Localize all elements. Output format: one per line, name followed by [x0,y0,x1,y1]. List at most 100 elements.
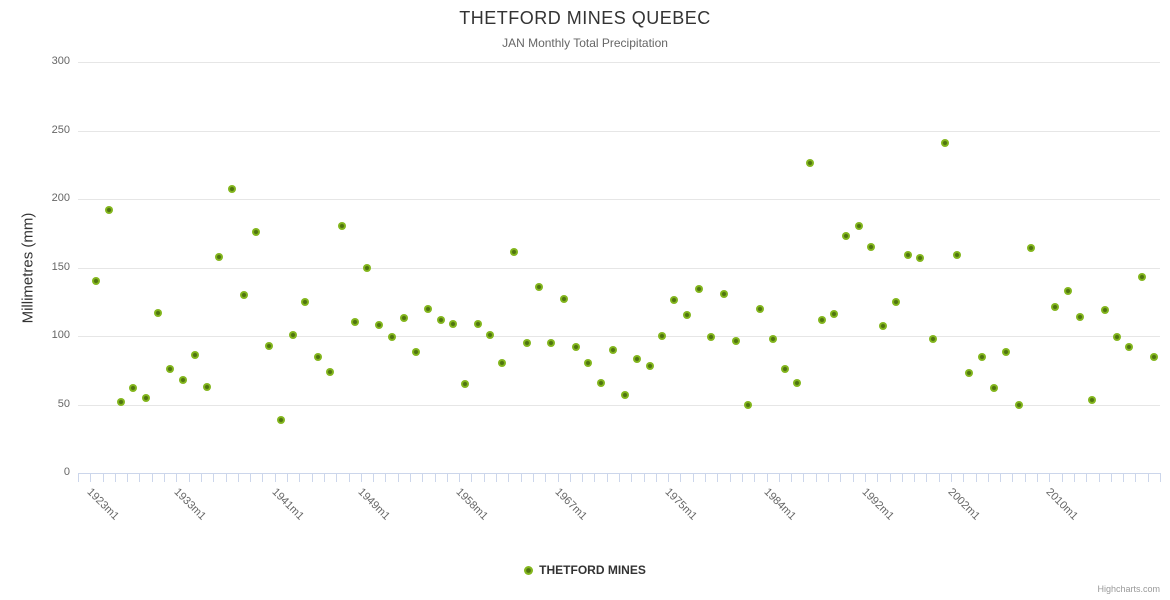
data-point[interactable] [965,368,974,377]
data-point[interactable] [1002,348,1011,357]
data-point[interactable] [166,364,175,373]
x-tick [877,473,879,482]
data-point[interactable] [141,393,150,402]
x-tick [1037,473,1039,482]
data-point[interactable] [387,333,396,342]
data-point[interactable] [621,390,630,399]
data-point[interactable] [338,222,347,231]
data-point[interactable] [817,315,826,324]
data-point[interactable] [424,304,433,313]
data-point[interactable] [854,222,863,231]
data-point[interactable] [719,289,728,298]
data-point[interactable] [227,185,236,194]
data-point[interactable] [842,231,851,240]
data-point[interactable] [510,248,519,257]
data-point[interactable] [498,359,507,368]
data-point[interactable] [178,375,187,384]
data-point[interactable] [633,355,642,364]
data-point[interactable] [977,352,986,361]
data-point[interactable] [264,341,273,350]
data-point[interactable] [596,378,605,387]
data-point[interactable] [1137,273,1146,282]
x-tick [1160,473,1161,482]
data-point[interactable] [485,330,494,339]
data-point[interactable] [940,138,949,147]
data-point[interactable] [1100,305,1109,314]
data-point[interactable] [313,352,322,361]
data-point[interactable] [203,382,212,391]
data-point[interactable] [658,332,667,340]
data-point[interactable] [1125,342,1134,351]
data-point[interactable] [830,310,839,319]
data-point[interactable] [916,253,925,262]
data-point[interactable] [522,338,531,347]
data-point[interactable] [153,308,162,317]
data-point[interactable] [682,311,691,320]
data-point[interactable] [129,384,138,393]
data-point[interactable] [473,319,482,328]
data-point[interactable] [1051,303,1060,312]
data-point[interactable] [117,397,126,406]
data-point[interactable] [879,322,888,331]
x-tick [237,473,239,482]
data-point[interactable] [215,252,224,261]
data-point[interactable] [953,251,962,260]
data-point[interactable] [547,338,556,347]
data-point[interactable] [608,345,617,354]
data-point[interactable] [571,342,580,351]
x-tick [360,473,362,482]
data-point[interactable] [1014,400,1023,409]
y-tick-label: 150 [51,260,70,273]
data-point[interactable] [375,321,384,330]
data-point[interactable] [276,415,285,424]
data-point[interactable] [399,314,408,323]
x-tick-label: 1941m1 [269,486,306,523]
data-point[interactable] [990,384,998,393]
data-point[interactable] [903,251,912,260]
data-point[interactable] [867,242,876,251]
data-point[interactable] [449,319,457,328]
data-point[interactable] [559,295,568,303]
data-point[interactable] [793,378,802,387]
data-point[interactable] [362,263,371,272]
data-point[interactable] [239,290,248,299]
data-point[interactable] [707,333,716,342]
data-point[interactable] [104,205,113,214]
x-tick [1012,473,1014,482]
data-point[interactable] [780,364,789,373]
legend-item[interactable]: THETFORD MINES [0,563,1170,577]
x-tick-label: 1984m1 [761,486,798,523]
data-point[interactable] [92,277,101,286]
data-point[interactable] [412,348,421,357]
data-point[interactable] [535,282,544,291]
data-point[interactable] [731,337,740,346]
data-point[interactable] [326,367,335,376]
data-point[interactable] [1026,244,1035,253]
data-point[interactable] [1076,312,1085,321]
data-point[interactable] [756,304,765,313]
data-point[interactable] [744,400,753,409]
data-point[interactable] [190,351,199,360]
data-point[interactable] [1088,396,1097,405]
grid-line [78,404,1160,406]
data-point[interactable] [584,359,593,368]
data-point[interactable] [289,330,298,339]
data-point[interactable] [461,379,470,388]
data-point[interactable] [1063,286,1072,295]
data-point[interactable] [694,285,703,294]
data-point[interactable] [928,334,937,343]
x-tick [1024,473,1026,482]
x-tick [188,473,190,482]
highcharts-credits[interactable]: Highcharts.com [1097,584,1160,594]
data-point[interactable] [1149,352,1158,361]
data-point[interactable] [1112,333,1121,342]
data-point[interactable] [350,318,359,327]
data-point[interactable] [768,334,777,343]
data-point[interactable] [891,297,900,306]
data-point[interactable] [670,296,679,305]
data-point[interactable] [805,159,814,168]
data-point[interactable] [436,315,445,324]
data-point[interactable] [301,297,310,306]
data-point[interactable] [645,362,654,371]
data-point[interactable] [252,227,261,236]
